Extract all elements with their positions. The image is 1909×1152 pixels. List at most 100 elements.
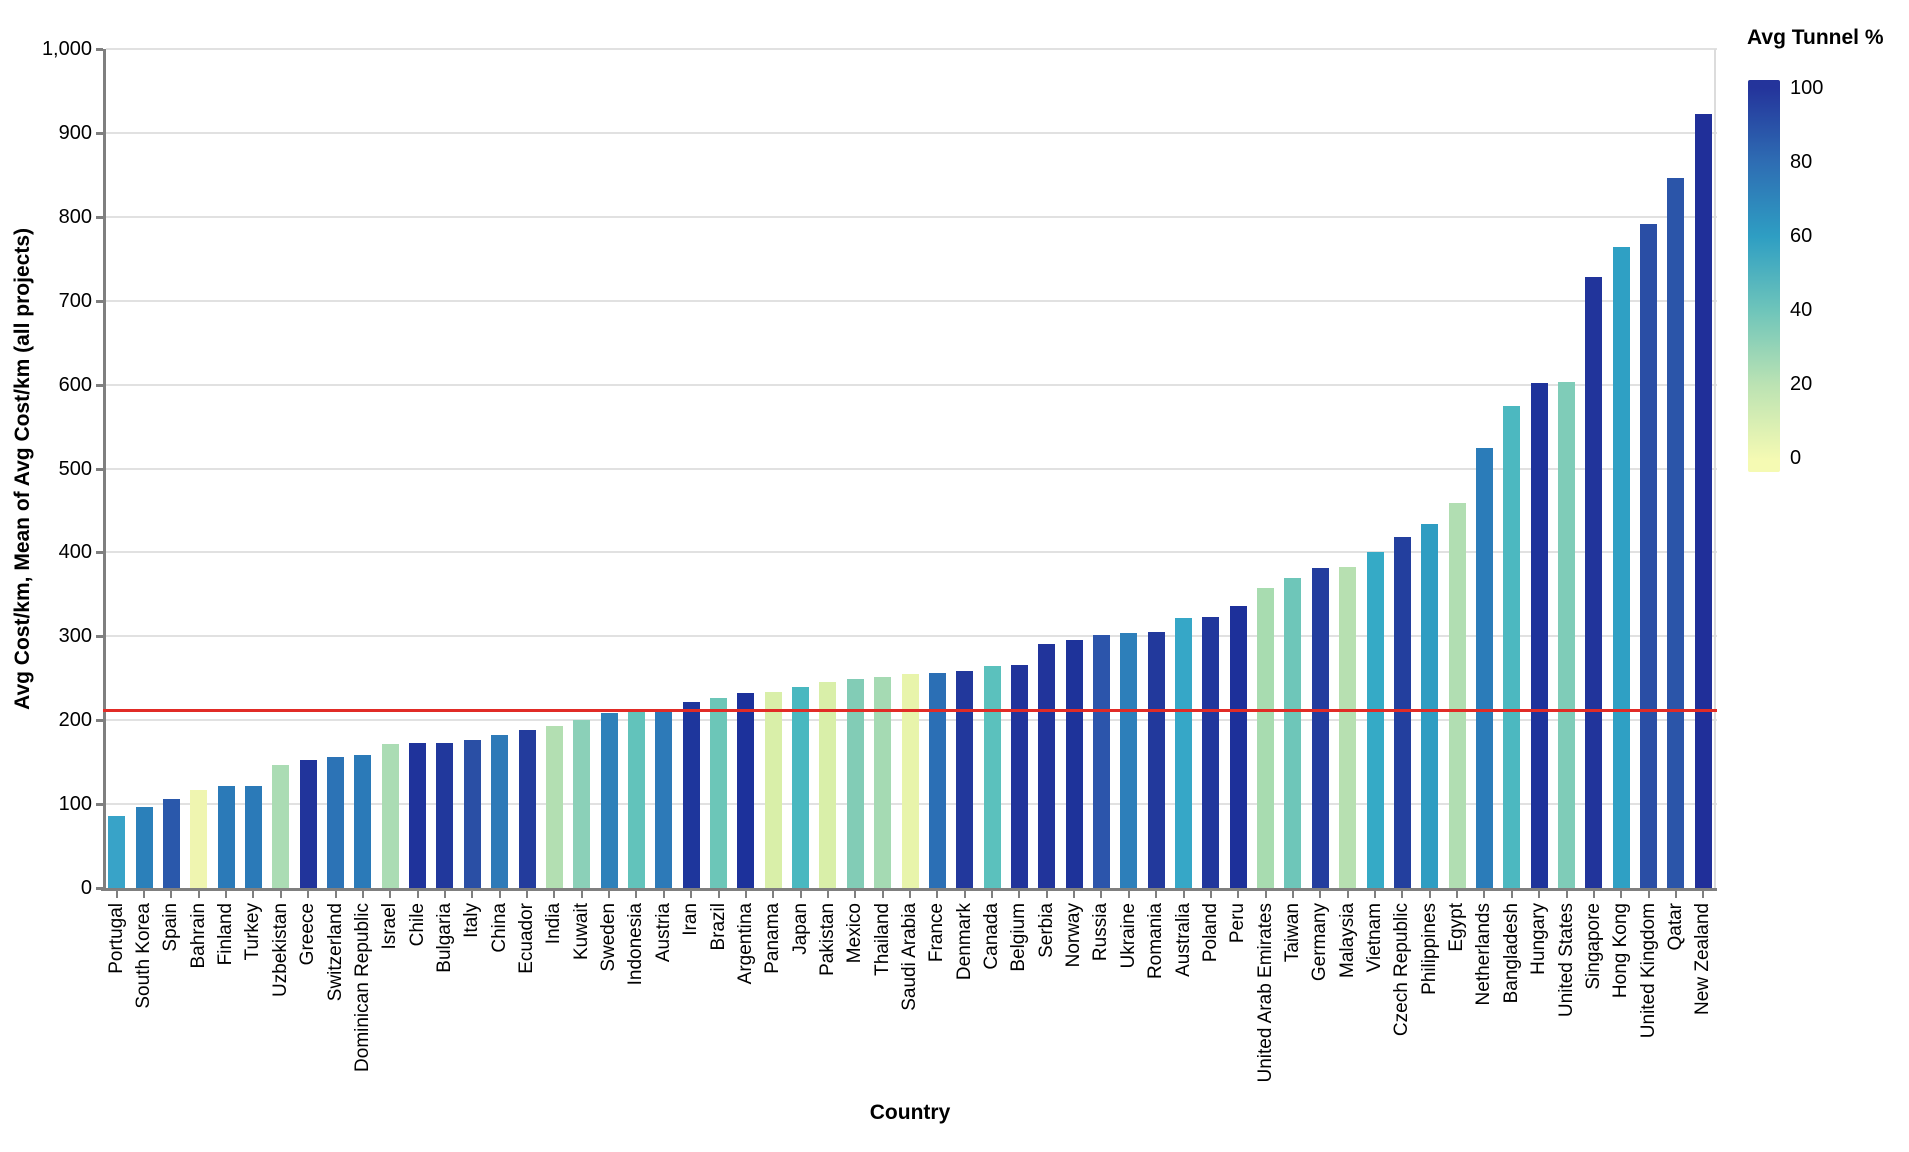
bar	[902, 674, 919, 888]
x-axis-tick	[936, 891, 938, 898]
x-axis-label: Panama	[762, 903, 783, 974]
bar	[218, 785, 235, 888]
y-axis-tick	[96, 131, 103, 135]
x-axis-label: United Arab Emirates	[1255, 903, 1276, 1083]
x-axis-label: Taiwan	[1282, 903, 1303, 963]
bar	[382, 743, 399, 888]
x-axis-label: United Kingdom	[1638, 903, 1659, 1039]
gridline	[106, 48, 1717, 50]
x-axis-tick	[1046, 891, 1048, 898]
x-axis-tick	[1347, 891, 1349, 898]
y-axis-tick	[96, 299, 103, 303]
x-axis-label: Poland	[1200, 903, 1221, 963]
bar	[573, 720, 590, 888]
bar	[163, 799, 180, 888]
x-axis-tick	[1456, 891, 1458, 898]
x-axis-tick	[690, 891, 692, 898]
x-axis-tick	[964, 891, 966, 898]
x-axis-tick	[1155, 891, 1157, 898]
x-axis-tick	[116, 891, 118, 898]
x-axis-label: Switzerland	[325, 903, 346, 1002]
x-axis-label: New Zealand	[1692, 903, 1713, 1015]
legend-tick-label: 80	[1790, 151, 1813, 173]
x-axis-tick	[1018, 891, 1020, 898]
x-axis-tick	[772, 891, 774, 898]
x-axis-tick	[608, 891, 610, 898]
x-axis-label: Mexico	[844, 903, 865, 964]
y-axis-tick	[96, 551, 103, 555]
x-axis-tick	[1210, 891, 1212, 898]
bar	[1257, 587, 1274, 888]
x-axis-label: Vietnam	[1364, 903, 1385, 973]
x-axis-tick	[1648, 891, 1650, 898]
x-axis-tick	[307, 891, 309, 898]
x-axis-label: Romania	[1145, 903, 1166, 980]
x-axis-tick	[1100, 891, 1102, 898]
legend-tick-label: 40	[1790, 299, 1813, 321]
bar	[272, 764, 289, 888]
bar	[1284, 578, 1301, 888]
bar	[765, 691, 782, 888]
x-axis-tick	[854, 891, 856, 898]
x-axis-tick	[225, 891, 227, 898]
y-tick-label: 800	[58, 205, 92, 228]
gridline	[106, 635, 1717, 638]
x-axis-tick	[553, 891, 555, 898]
bar	[1339, 566, 1356, 888]
plot-right-border	[1714, 49, 1716, 888]
bar	[628, 710, 645, 888]
x-axis-tick	[335, 891, 337, 898]
bar	[1613, 247, 1630, 888]
x-axis-label: Malaysia	[1337, 903, 1358, 978]
gridline	[106, 551, 1717, 554]
x-axis-label: Israel	[379, 903, 400, 950]
bar	[1093, 635, 1110, 888]
y-axis-tick	[96, 215, 103, 219]
bar	[929, 673, 946, 888]
x-axis-label: Bulgaria	[434, 903, 455, 973]
bar	[1066, 640, 1083, 888]
x-axis-tick	[745, 891, 747, 898]
x-axis-tick	[663, 891, 665, 898]
x-axis-label: Philippines	[1419, 903, 1440, 995]
x-axis-line	[101, 888, 1717, 891]
x-axis-label: Thailand	[872, 903, 893, 976]
y-tick-label: 100	[58, 793, 92, 816]
bar	[327, 757, 344, 888]
y-tick-label: 1,000	[41, 38, 92, 60]
x-axis-tick	[499, 891, 501, 898]
bar	[1476, 447, 1493, 888]
bar	[108, 815, 125, 888]
x-axis-label: Norway	[1063, 903, 1084, 968]
bar	[546, 726, 563, 888]
gridline	[106, 215, 1717, 218]
bar	[710, 698, 727, 888]
gridline	[106, 299, 1717, 302]
bar	[245, 785, 262, 888]
legend-tick-label: 60	[1790, 225, 1813, 247]
x-axis-label: Indonesia	[625, 903, 646, 986]
x-axis-label: France	[926, 903, 947, 963]
bar	[1695, 113, 1712, 888]
y-axis-tick	[96, 719, 103, 723]
x-axis-label: Egypt	[1446, 903, 1467, 952]
x-axis-tick	[143, 891, 145, 898]
x-axis-tick	[526, 891, 528, 898]
y-axis-line	[103, 49, 106, 891]
bar	[1148, 632, 1165, 888]
x-axis-tick	[389, 891, 391, 898]
gridline	[106, 467, 1717, 470]
x-axis-label: Belgium	[1008, 903, 1029, 972]
x-axis-tick	[1374, 891, 1376, 898]
x-axis-tick	[417, 891, 419, 898]
x-axis-tick	[1702, 891, 1704, 898]
bar	[1640, 224, 1657, 888]
x-axis-label: Serbia	[1036, 903, 1057, 958]
bar	[1120, 632, 1137, 888]
x-axis-label: United States	[1556, 903, 1577, 1018]
bar	[956, 670, 973, 888]
x-axis-tick	[280, 891, 282, 898]
x-axis-label: Kuwait	[571, 903, 592, 961]
x-axis-label: Sweden	[598, 903, 619, 972]
x-axis-label: Austria	[653, 903, 674, 963]
